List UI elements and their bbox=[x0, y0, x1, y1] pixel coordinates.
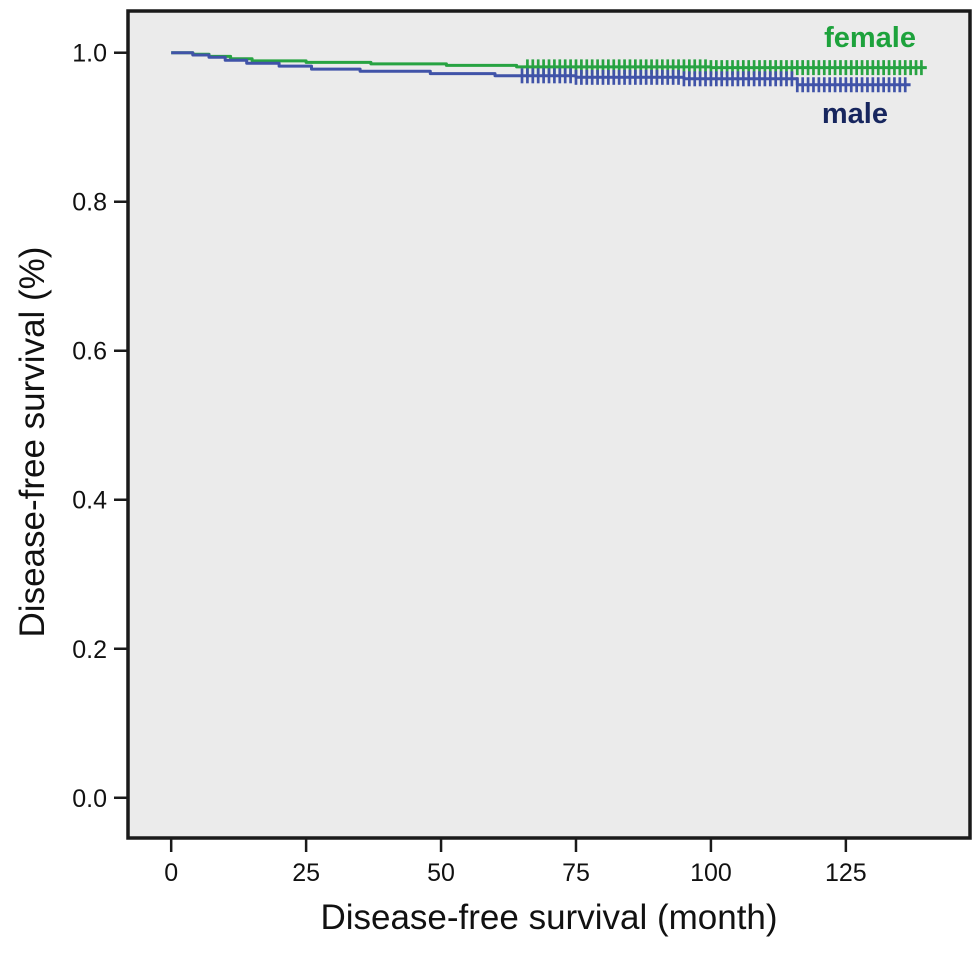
x-tick-label: 0 bbox=[164, 859, 178, 887]
y-tick-label: 0.4 bbox=[72, 487, 107, 515]
plot-border bbox=[126, 9, 972, 840]
x-tick-label: 25 bbox=[292, 859, 320, 887]
y-axis-title: Disease-free survival (%) bbox=[13, 246, 52, 638]
x-tick-label: 125 bbox=[825, 859, 867, 887]
y-tick-label: 0.6 bbox=[72, 338, 107, 366]
y-tick-label: 1.0 bbox=[72, 40, 107, 68]
y-tick-label: 0.0 bbox=[72, 785, 107, 813]
plot-background bbox=[128, 11, 970, 838]
x-axis-title: Disease-free survival (month) bbox=[320, 898, 778, 937]
x-tick-label: 100 bbox=[690, 859, 732, 887]
y-tick-label: 0.8 bbox=[72, 189, 107, 217]
legend-male: male bbox=[821, 98, 888, 130]
legend-female: female bbox=[824, 22, 916, 54]
y-tick-label: 0.2 bbox=[72, 636, 107, 664]
x-tick-label: 75 bbox=[562, 859, 590, 887]
x-tick-label: 50 bbox=[427, 859, 455, 887]
survival-curve-male bbox=[171, 51, 911, 87]
